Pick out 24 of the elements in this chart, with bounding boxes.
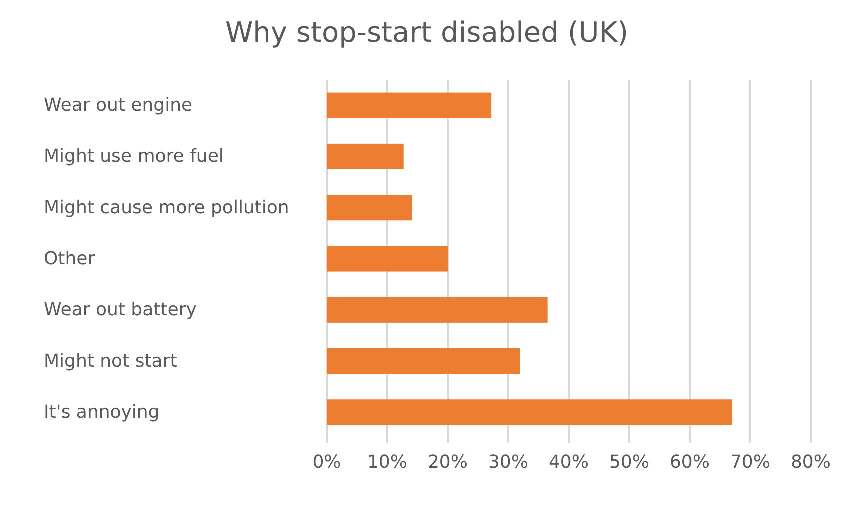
x-tick-label: 70% (730, 452, 771, 473)
y-tick-label: Might not start (44, 350, 178, 372)
bar (327, 348, 520, 374)
x-tick-label: 30% (488, 452, 529, 473)
bar (327, 195, 412, 221)
x-tick-label: 10% (367, 452, 408, 473)
x-tick-label: 50% (609, 452, 650, 473)
x-tick-label: 60% (670, 452, 710, 473)
y-tick-label: Wear out engine (44, 95, 193, 116)
bar (327, 144, 404, 170)
y-tick-label: It's annoying (44, 402, 160, 423)
y-tick-label: Might use more fuel (44, 146, 224, 168)
y-tick-label: Wear out battery (44, 300, 198, 321)
bar (327, 92, 492, 118)
bar (327, 246, 448, 272)
y-tick-label: Might cause more pollution (44, 197, 290, 218)
bar (327, 297, 548, 323)
bar (327, 400, 732, 426)
x-tick-label: 40% (548, 452, 590, 473)
x-tick-label: 20% (428, 452, 468, 473)
chart-title: Why stop-start disabled (UK) (225, 16, 629, 49)
x-tick-label: 80% (790, 452, 832, 473)
y-tick-label: Other (44, 248, 96, 270)
x-tick-label: 0% (312, 452, 342, 473)
